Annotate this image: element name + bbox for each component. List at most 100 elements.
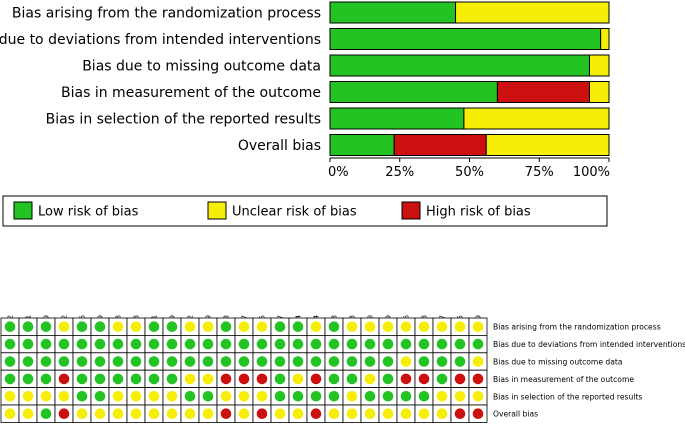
rating-dot-low [274,373,286,385]
rating-dot-low [418,356,430,367]
rating-dot-low [166,356,178,367]
rating-dot-low [22,338,34,350]
rating-dot-low [274,356,286,367]
rating-dot-low [364,391,376,402]
rating-dot-low [436,338,448,350]
rating-dot-high [454,373,466,385]
bar-unclear-risk-of-bias-2 [588,54,610,77]
grid-row-label-bias-due-to-deviations-from-intended-interventions: Bias due to deviations from intended int… [493,340,685,349]
rating-dot-unclear [238,408,250,420]
rating-dot-low [166,373,178,385]
rating-dot-low [382,338,394,350]
legend-label-low: Low risk of bias [38,205,139,220]
rating-dot-low [22,356,34,367]
rating-dot-low [94,391,106,402]
rating-dot-low [40,408,52,420]
rating-dot-unclear [454,321,466,333]
rating-dot-low [346,338,358,350]
rating-dot-unclear [202,373,214,385]
rating-dot-unclear [4,391,16,402]
rating-dot-unclear [436,321,448,333]
rating-dot-low [436,373,448,385]
rating-dot-high [220,373,232,385]
rating-dot-low [112,373,124,385]
rating-dot-high [256,408,268,420]
domain-label-bias-arising-from-the-randomization-process: Bias arising from the randomization proc… [12,6,321,22]
rating-dot-unclear [40,391,52,402]
x-tick-label: 50% [455,165,484,180]
rating-dot-unclear [346,391,358,402]
rating-dot-high [58,408,70,420]
rating-dot-low [382,373,394,385]
rating-dot-low [184,356,196,367]
rating-dot-unclear [112,391,124,402]
rating-dot-low [202,338,214,350]
grid-row-label-bias-due-to-missing-outcome-data: Bias due to missing outcome data [493,358,623,367]
rating-dot-low [292,356,304,367]
rating-dot-low [40,373,52,385]
domain-label-overall-bias: Overall bias [238,138,321,154]
domain-label-bias-due-to-missing-outcome-data: Bias due to missing outcome data [82,59,321,75]
rating-dot-low [274,338,286,350]
rating-dot-low [94,373,106,385]
rating-dot-low [454,338,466,350]
rating-dot-low [292,321,304,333]
rating-dot-unclear [400,408,412,420]
legend-label-high: High risk of bias [426,205,531,220]
rating-dot-low [418,391,430,402]
rating-dot-low [58,338,70,350]
rating-dot-low [148,356,160,367]
rating-dot-low [130,373,142,385]
grid-row-label-bias-in-selection-of-the-reported-results: Bias in selection of the reported result… [493,392,642,401]
rating-dot-low [76,373,88,385]
rating-dot-low [328,391,340,402]
rating-dot-unclear [400,356,412,367]
rating-dot-low [418,338,430,350]
rating-dot-high [310,373,322,385]
rating-dot-low [256,356,268,367]
bar-low-risk-of-bias-4 [329,107,465,130]
rating-dot-unclear [346,408,358,420]
rating-dot-low [220,338,232,350]
rating-dot-unclear [94,408,106,420]
rating-dot-low [58,356,70,367]
rating-dot-unclear [364,373,376,385]
rating-dot-unclear [292,373,304,385]
bar-low-risk-of-bias-1 [329,28,602,50]
rating-dot-unclear [202,321,214,333]
rating-dot-unclear [220,391,232,402]
x-tick-label: 75% [525,165,554,180]
rating-dot-unclear [166,408,178,420]
legend-swatch-unclear [207,201,227,220]
bar-unclear-risk-of-bias-0 [455,1,610,24]
rating-dot-unclear [346,321,358,333]
rating-dot-high [472,373,484,385]
rating-dot-unclear [256,391,268,402]
rating-dot-low [112,338,124,350]
rating-dot-unclear [112,408,124,420]
rating-dot-unclear [364,408,376,420]
rating-dot-unclear [76,408,88,420]
rating-dot-low [40,321,52,333]
rating-dot-low [184,338,196,350]
rating-dot-unclear [130,321,142,333]
rating-dot-low [256,338,268,350]
rating-dot-unclear [454,391,466,402]
rating-dot-low [400,391,412,402]
rating-dot-unclear [256,321,268,333]
rating-dot-low [328,321,340,333]
rating-dot-unclear [202,408,214,420]
rating-dot-low [238,338,250,350]
rating-dot-low [274,321,286,333]
domain-label-bias-due-to-deviations-from-intended-interventions: Bias due to deviations from intended int… [0,32,321,48]
rating-dot-high [310,408,322,420]
rating-dot-low [94,321,106,333]
rating-dot-low [310,356,322,367]
rating-dot-low [130,338,142,350]
rating-dot-unclear [130,408,142,420]
rating-dot-low [4,356,16,367]
rating-dot-low [454,356,466,367]
rating-dot-low [148,373,160,385]
rating-dot-high [58,373,70,385]
bar-unclear-risk-of-bias-1 [600,28,610,50]
